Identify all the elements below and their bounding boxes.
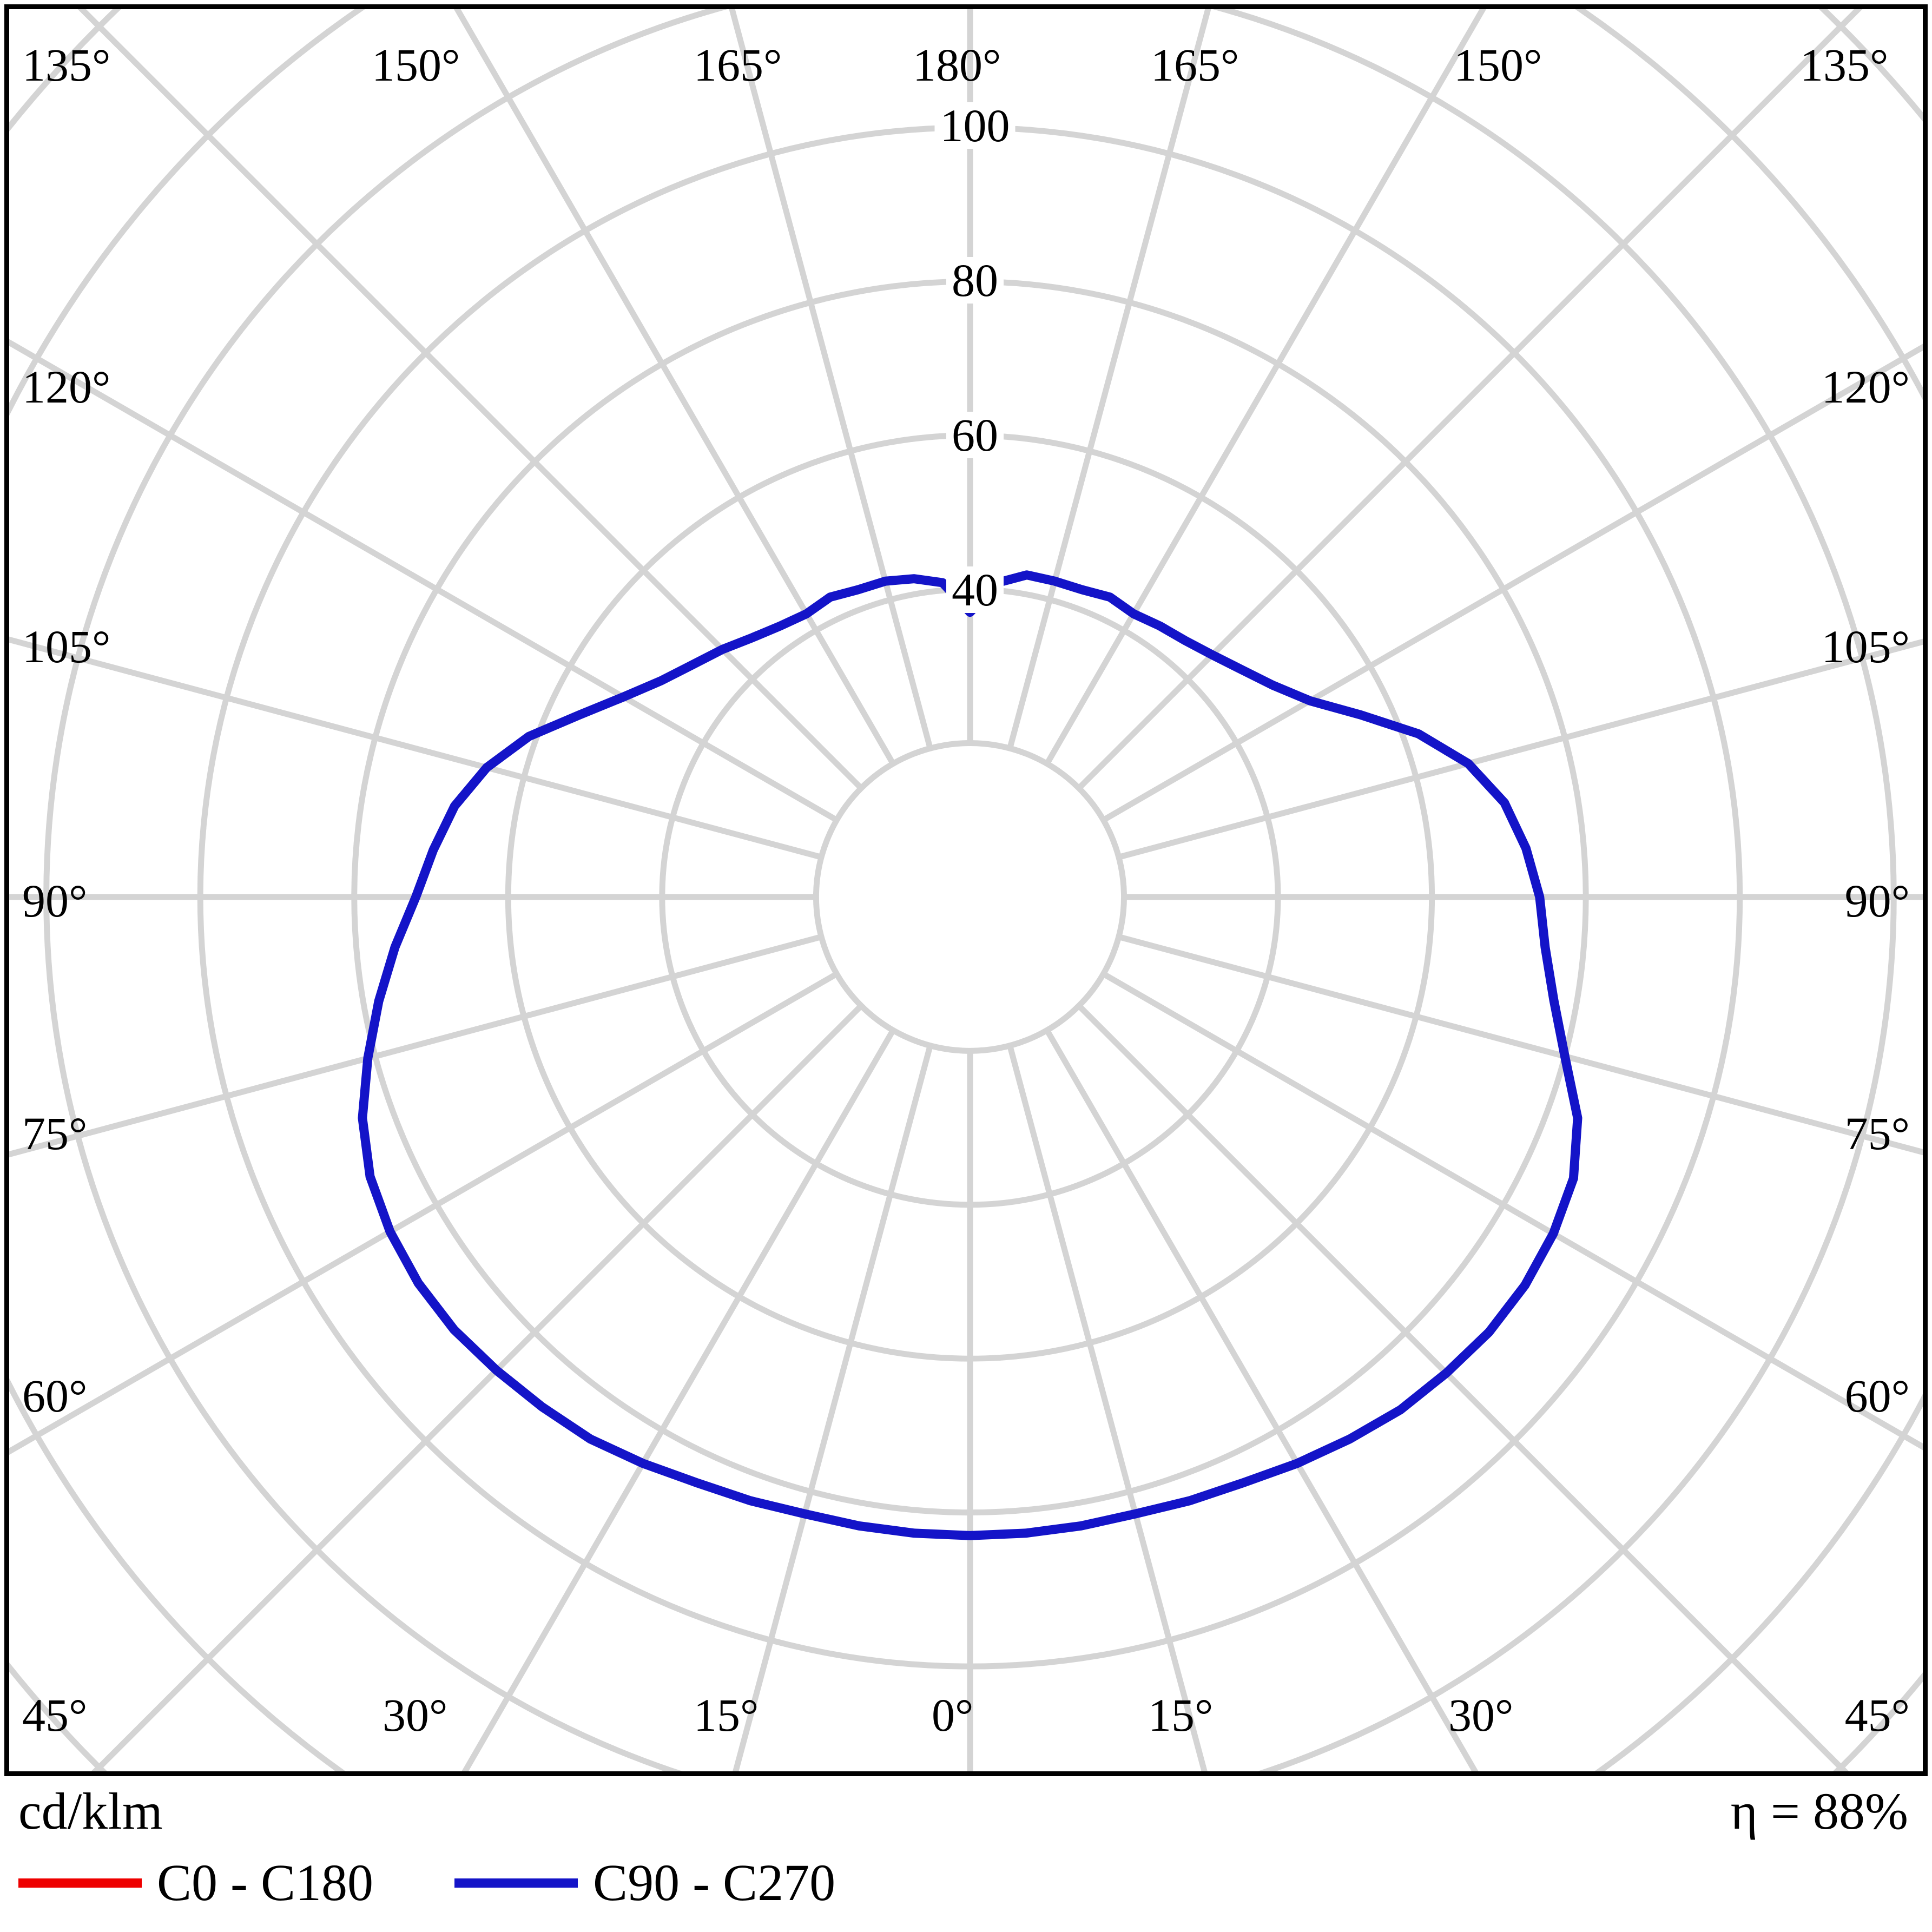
chart-footer: cd/klm η = 88% C0 - C180 C90 - C270 bbox=[0, 1780, 1932, 1932]
angle-label-bottom-30-right: 30° bbox=[1448, 1689, 1514, 1741]
angle-label-left-60: 60° bbox=[22, 1370, 88, 1422]
angle-label-top-165-left: 165° bbox=[694, 39, 782, 91]
angle-label-top-165-right: 165° bbox=[1151, 39, 1239, 91]
angle-label-top-135-right: 135° bbox=[1800, 39, 1889, 91]
angle-label-bottom-45-right: 45° bbox=[1844, 1689, 1910, 1741]
angle-label-bottom-45-left: 45° bbox=[22, 1689, 88, 1741]
radial-tick-label-100: 100 bbox=[934, 102, 1016, 149]
angle-label-right-75: 75° bbox=[1844, 1107, 1910, 1159]
angle-label-bottom-0: 0° bbox=[932, 1689, 974, 1741]
polar-grid-and-curves bbox=[9, 9, 1923, 1771]
angle-label-bottom-15-right: 15° bbox=[1148, 1689, 1214, 1741]
angle-label-top-135-left: 135° bbox=[22, 39, 111, 91]
angle-label-bottom-30-left: 30° bbox=[383, 1689, 448, 1741]
radial-tick-label-60: 60 bbox=[946, 412, 1004, 458]
angle-label-right-90: 90° bbox=[1844, 875, 1910, 927]
efficiency-label: η = 88% bbox=[1730, 1782, 1908, 1840]
angle-label-bottom-15-left: 15° bbox=[694, 1689, 759, 1741]
legend-swatch-red bbox=[18, 1878, 142, 1888]
legend-label-c90-c270: C90 - C270 bbox=[593, 1854, 836, 1911]
angle-label-right-60: 60° bbox=[1844, 1370, 1910, 1422]
angle-label-left-120: 120° bbox=[22, 361, 111, 413]
legend-label-c0-c180: C0 - C180 bbox=[157, 1854, 374, 1911]
radial-tick-label-80: 80 bbox=[946, 257, 1004, 304]
angle-label-left-90: 90° bbox=[22, 875, 88, 927]
angle-label-right-120: 120° bbox=[1821, 361, 1910, 413]
legend-item-c0-c180[interactable]: C0 - C180 bbox=[18, 1857, 373, 1909]
angle-label-left-75: 75° bbox=[22, 1107, 88, 1159]
angle-label-top-150-right: 150° bbox=[1454, 39, 1542, 91]
plot-frame: 135° 150° 165° 180° 165° 150° 135° 120° … bbox=[4, 4, 1928, 1776]
legend: C0 - C180 C90 - C270 bbox=[18, 1857, 916, 1909]
legend-item-c90-c270[interactable]: C90 - C270 bbox=[454, 1857, 835, 1909]
legend-swatch-blue bbox=[454, 1878, 578, 1888]
angle-label-left-105: 105° bbox=[22, 621, 111, 672]
angle-label-top-180: 180° bbox=[913, 39, 1001, 91]
angle-label-right-105: 105° bbox=[1821, 621, 1910, 672]
angle-label-top-150-left: 150° bbox=[372, 39, 460, 91]
unit-label: cd/klm bbox=[18, 1782, 163, 1840]
radial-tick-label-40: 40 bbox=[946, 566, 1004, 613]
